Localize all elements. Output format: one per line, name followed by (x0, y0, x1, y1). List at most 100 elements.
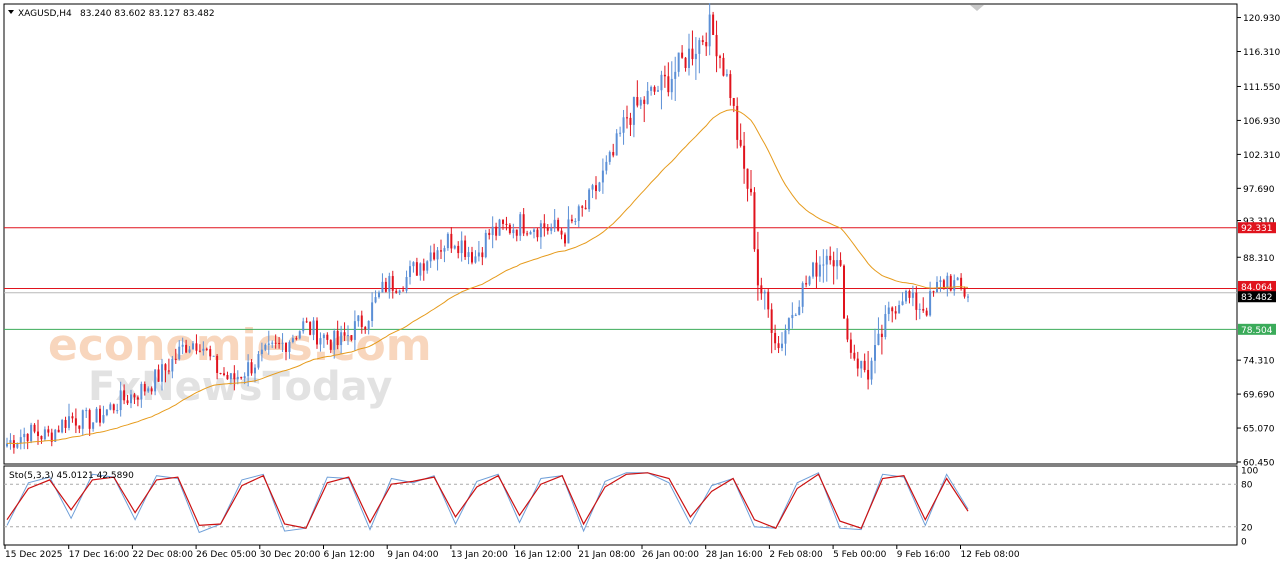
candle-body (85, 410, 88, 412)
watermark-fxnewstoday: FxNewsToday (88, 364, 392, 410)
candle-body (832, 260, 835, 267)
candle-body (643, 99, 646, 104)
candle-body (274, 342, 277, 344)
candle-body (133, 394, 136, 398)
candle-body (71, 416, 74, 419)
candle-body (188, 349, 191, 353)
chart-shift-marker-icon[interactable] (970, 5, 984, 11)
candle-body (829, 255, 832, 261)
ohlc-values: 83.240 83.602 83.127 83.482 (80, 9, 215, 19)
candle-body (119, 390, 122, 411)
candle-body (663, 74, 666, 77)
candle-body (464, 240, 467, 257)
candle-body (360, 315, 363, 328)
candle-body (967, 296, 969, 298)
candle-body (688, 48, 690, 68)
candle-body (533, 229, 535, 232)
candle-body (905, 290, 907, 302)
candle-body (26, 433, 29, 442)
candle-body (243, 376, 246, 379)
time-tick-label: 22 Dec 08:00 (132, 550, 193, 560)
candle-body (357, 315, 360, 322)
time-tick-label: 16 Jan 12:00 (515, 550, 572, 560)
candle-body (229, 373, 232, 380)
candle-body (305, 321, 308, 323)
candle-body (750, 188, 752, 193)
time-tick-label: 13 Jan 20:00 (451, 550, 508, 560)
candle-body (488, 232, 491, 236)
resistance-2-label: 84.064 (1241, 283, 1273, 293)
candle-body (801, 283, 804, 307)
candle-body (753, 192, 756, 250)
candle-body (68, 416, 70, 428)
candle-body (853, 352, 856, 359)
candle-body (409, 266, 411, 278)
candle-body (939, 280, 942, 282)
candle-body (99, 408, 101, 423)
candle-body (198, 350, 201, 352)
candle-body (250, 362, 253, 374)
candle-body (181, 344, 184, 347)
candle-body (157, 369, 160, 382)
candle-body (374, 297, 377, 303)
candle-body (794, 314, 797, 316)
candle-body (936, 281, 938, 293)
candle-body (23, 433, 26, 438)
candle-body (588, 189, 591, 210)
candle-body (343, 332, 346, 336)
candle-body (584, 207, 587, 210)
candle-body (491, 226, 494, 236)
candle-body (898, 305, 901, 314)
candle-body (429, 252, 432, 262)
candle-body (660, 74, 663, 91)
candle-body (381, 281, 384, 293)
candle-body (16, 443, 19, 448)
candle-body (285, 342, 287, 352)
candle-body (171, 358, 174, 372)
support-1-tag (1238, 323, 1276, 335)
candle-body (619, 132, 622, 134)
candle-body (539, 223, 542, 238)
candle-body (670, 78, 673, 93)
time-tick-label: 9 Feb 16:00 (897, 550, 951, 560)
support-1-label: 78.504 (1241, 326, 1273, 336)
resistance-1-tag (1238, 222, 1276, 234)
candle-body (867, 369, 870, 380)
candle-body (419, 263, 422, 276)
candle-body (378, 292, 380, 298)
candle-body (808, 276, 811, 285)
candle-body (309, 321, 312, 335)
candle-body (136, 397, 139, 400)
candle-body (629, 117, 632, 125)
candle-body (743, 145, 746, 169)
candle-body (271, 342, 274, 344)
candle-body (626, 117, 628, 119)
candle-body (598, 182, 601, 192)
candle-body (505, 223, 508, 225)
candle-body (798, 306, 801, 315)
candle-body (467, 252, 470, 257)
candle-body (508, 224, 511, 234)
candle-body (291, 338, 294, 343)
candle-body (605, 161, 608, 171)
candle-body (667, 76, 670, 93)
candle-body (484, 232, 487, 258)
time-tick-label: 5 Feb 00:00 (833, 550, 887, 560)
candle-body (436, 250, 439, 260)
candle-body (457, 245, 460, 254)
price-tick-label: 106.930 (1243, 117, 1280, 127)
candle-body (105, 409, 108, 416)
candle-body (681, 52, 684, 58)
candle-body (894, 311, 897, 314)
candle-body (756, 249, 759, 286)
stoch-label: Sto(5,3,3) 45.0121 42.5890 (9, 471, 134, 481)
stoch-tick-label: 0 (1241, 538, 1247, 548)
candle-body (818, 264, 821, 277)
candle-body (529, 231, 532, 235)
candle-body (95, 408, 98, 423)
candle-body (932, 291, 935, 293)
symbol-timeframe: XAGUSD,H4 (18, 9, 72, 19)
candle-body (564, 234, 566, 244)
dropdown-arrow-icon[interactable] (8, 10, 14, 14)
